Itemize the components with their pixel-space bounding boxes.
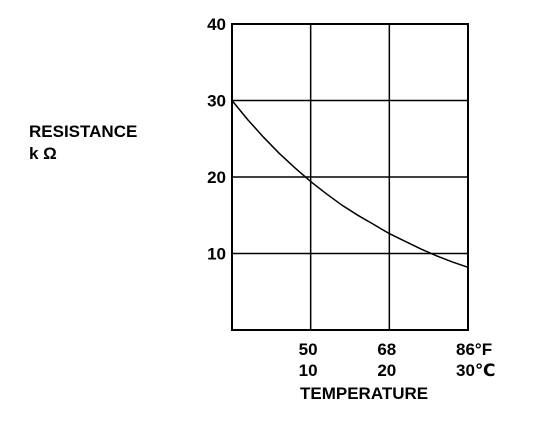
grid-lines: [232, 24, 468, 330]
x-tick-label-c: 20: [377, 361, 396, 380]
y-axis-title: RESISTANCE: [29, 122, 137, 141]
x-tick-label-c: 30℃: [456, 361, 496, 380]
plot-frame: [231, 23, 469, 331]
y-tick-label: 20: [207, 168, 226, 187]
x-tick-label-f: 86°F: [456, 340, 492, 359]
y-tick-labels: 10 20 30 40: [207, 15, 226, 264]
y-axis-unit: k Ω: [29, 144, 57, 163]
resistance-curve: [231, 100, 469, 269]
x-tick-labels: 50 68 86°F 10 20 30℃: [299, 340, 496, 380]
y-tick-label: 30: [207, 92, 226, 111]
y-tick-label: 40: [207, 15, 226, 34]
x-tick-label-f: 68: [377, 340, 396, 359]
x-tick-label-c: 10: [299, 361, 318, 380]
x-axis-title: TEMPERATURE: [300, 384, 428, 403]
x-tick-label-f: 50: [299, 340, 318, 359]
y-tick-label: 10: [207, 245, 226, 264]
